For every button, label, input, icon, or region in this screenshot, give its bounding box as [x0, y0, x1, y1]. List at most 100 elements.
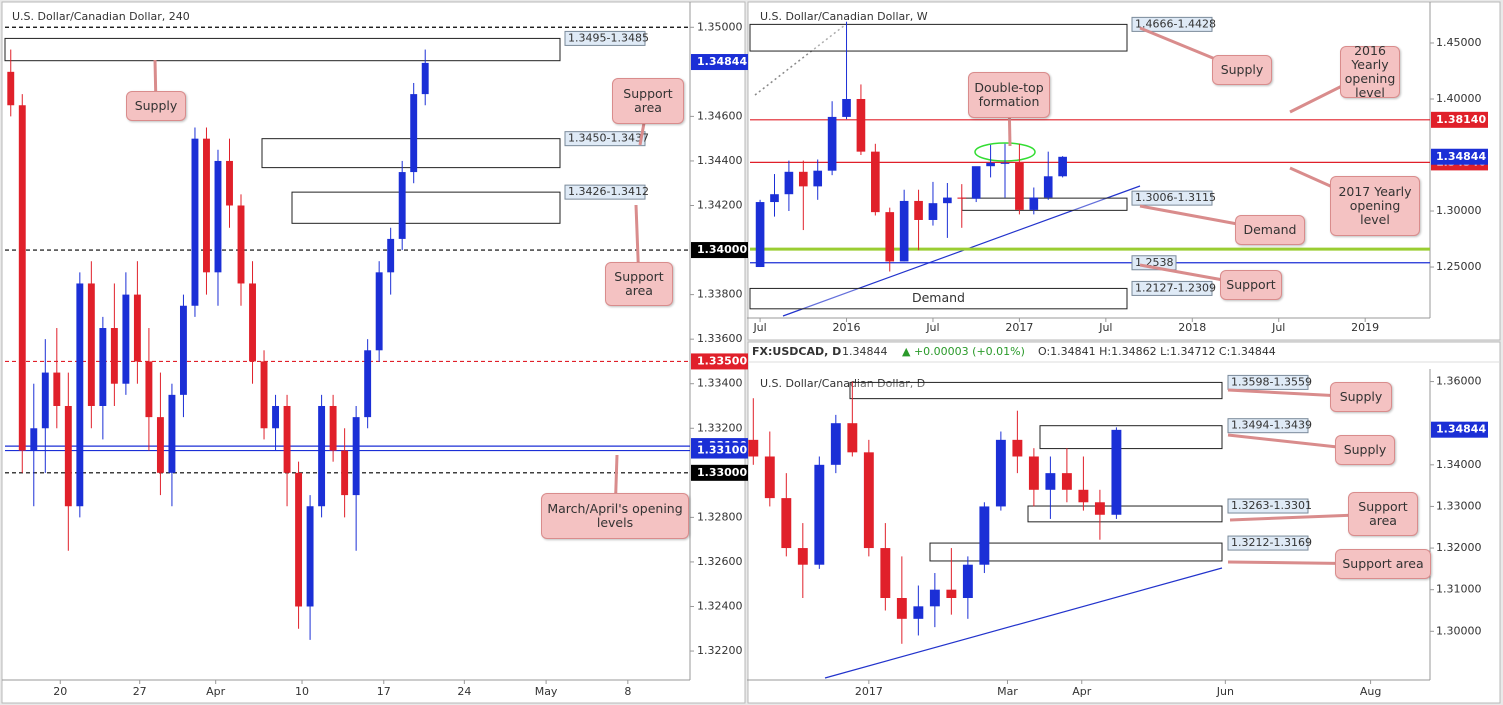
- zone-label-box: [564, 131, 646, 147]
- x-tick-label: Aug: [1360, 685, 1381, 698]
- candle-body: [410, 94, 418, 173]
- candle-body: [272, 405, 279, 429]
- zone-label-box: [1131, 16, 1213, 32]
- candle-body: [748, 439, 759, 457]
- chart-title: U.S. Dollar/Canadian Dollar, W: [760, 10, 928, 23]
- level-tag: [691, 353, 748, 370]
- y-tick-label: 1.33600: [697, 332, 743, 345]
- zone-label: 1.4666-1.4428: [1135, 17, 1216, 30]
- candle-body: [1029, 197, 1039, 210]
- level-tag-label: 1.33000: [697, 466, 747, 479]
- x-tick-label: 2016: [833, 321, 861, 334]
- callout: Demand: [1235, 215, 1305, 245]
- candle-body: [957, 197, 967, 199]
- candle-body: [306, 506, 314, 607]
- candle-body: [986, 162, 995, 167]
- zone: [1039, 425, 1223, 450]
- x-tick-label: Jul: [1098, 321, 1112, 334]
- candle-body: [971, 166, 981, 199]
- candle-body: [53, 372, 61, 406]
- level-tag-label: 1.33100: [697, 444, 747, 457]
- x-tick-label: 27: [133, 685, 147, 698]
- candle-body: [145, 361, 153, 418]
- callout: Supply: [1212, 55, 1272, 85]
- candle-body: [318, 405, 326, 507]
- candle-body: [1028, 456, 1039, 490]
- candle-body: [946, 589, 957, 599]
- y-tick-label: 1.33000: [1436, 499, 1482, 512]
- x-tick-label: Apr: [1072, 685, 1092, 698]
- last-price-tag: [691, 54, 748, 71]
- candle-body: [755, 202, 765, 268]
- y-tick-label: 1.34000: [1436, 458, 1482, 471]
- zone-label-box: [1131, 190, 1213, 206]
- candle-body: [87, 283, 95, 406]
- candle-body: [880, 548, 891, 599]
- candle-body: [871, 151, 880, 213]
- zone: [291, 191, 561, 224]
- level-tag-label: 1.33500: [697, 354, 747, 367]
- candle-body: [352, 417, 360, 496]
- level-tag: [691, 242, 748, 259]
- chart-title: U.S. Dollar/Canadian Dollar, 240: [12, 10, 190, 23]
- zone-annotation: Demand: [912, 290, 965, 305]
- candle-body: [929, 589, 940, 607]
- candle-body: [99, 328, 107, 406]
- chart-title: U.S. Dollar/Canadian Dollar, D: [760, 377, 925, 390]
- y-tick-label: 1.32000: [1436, 541, 1482, 554]
- trend-line: [824, 567, 1223, 679]
- candle-body: [962, 564, 973, 599]
- x-tick-label: Mar: [997, 685, 1018, 698]
- candle-body: [896, 598, 907, 619]
- y-tick-label: 1.31000: [1436, 583, 1482, 596]
- callout: March/April's opening levels: [541, 493, 689, 539]
- callout: Supply: [1330, 382, 1392, 412]
- zone-label-box: [1227, 498, 1309, 514]
- x-tick-label: Jul: [752, 321, 766, 334]
- candle-body: [914, 200, 923, 220]
- x-tick-label: 17: [377, 685, 391, 698]
- candle-body: [797, 548, 808, 565]
- candle-body: [1000, 162, 1010, 164]
- callout: 2017 Yearly opening level: [1330, 176, 1420, 236]
- last-value: 1.34844: [842, 345, 888, 358]
- zone-label-box: [564, 30, 646, 46]
- zone-label: 1.3426-1.3412: [568, 185, 649, 198]
- y-tick-label: 1.34200: [697, 198, 743, 211]
- y-tick-label: 1.32600: [697, 555, 743, 568]
- callout: Support: [1220, 270, 1282, 300]
- callout: Supply: [1335, 435, 1395, 465]
- ohlc: O:1.34841 H:1.34862 L:1.34712 C:1.34844: [1038, 345, 1276, 358]
- zone-label: 1.3495-1.3485: [568, 31, 649, 44]
- zone: [849, 381, 1223, 400]
- callout: Supply: [126, 91, 186, 121]
- candle-body: [943, 197, 952, 204]
- candle-body: [770, 194, 779, 203]
- x-tick-label: 2017: [855, 685, 883, 698]
- level-tag-label: 1.34000: [697, 243, 747, 256]
- zone: [961, 197, 1128, 211]
- x-tick-label: 10: [295, 685, 309, 698]
- candle-body: [421, 62, 429, 95]
- candle-body: [249, 283, 256, 362]
- zone: [4, 37, 561, 62]
- candle-body: [842, 98, 851, 117]
- candle-body: [913, 606, 924, 619]
- candle-body: [387, 238, 395, 273]
- candle-body: [110, 328, 118, 384]
- candle-body: [1045, 473, 1056, 490]
- callout: 2016 Yearly opening level: [1340, 44, 1400, 100]
- zone: [1027, 505, 1223, 523]
- x-tick-label: May: [535, 685, 558, 698]
- candle-body: [885, 212, 895, 262]
- y-tick-label: 1.33800: [697, 288, 743, 301]
- candle-body: [1061, 473, 1072, 490]
- x-tick-label: 20: [53, 685, 67, 698]
- zone-label: 1.2127-1.2309: [1135, 281, 1216, 294]
- candle-body: [41, 372, 49, 429]
- candle-body: [30, 428, 38, 451]
- candle-body: [156, 417, 164, 473]
- zone: [749, 287, 1128, 310]
- candle-body: [398, 172, 406, 239]
- zone-label: 1.3598-1.3559: [1231, 375, 1312, 388]
